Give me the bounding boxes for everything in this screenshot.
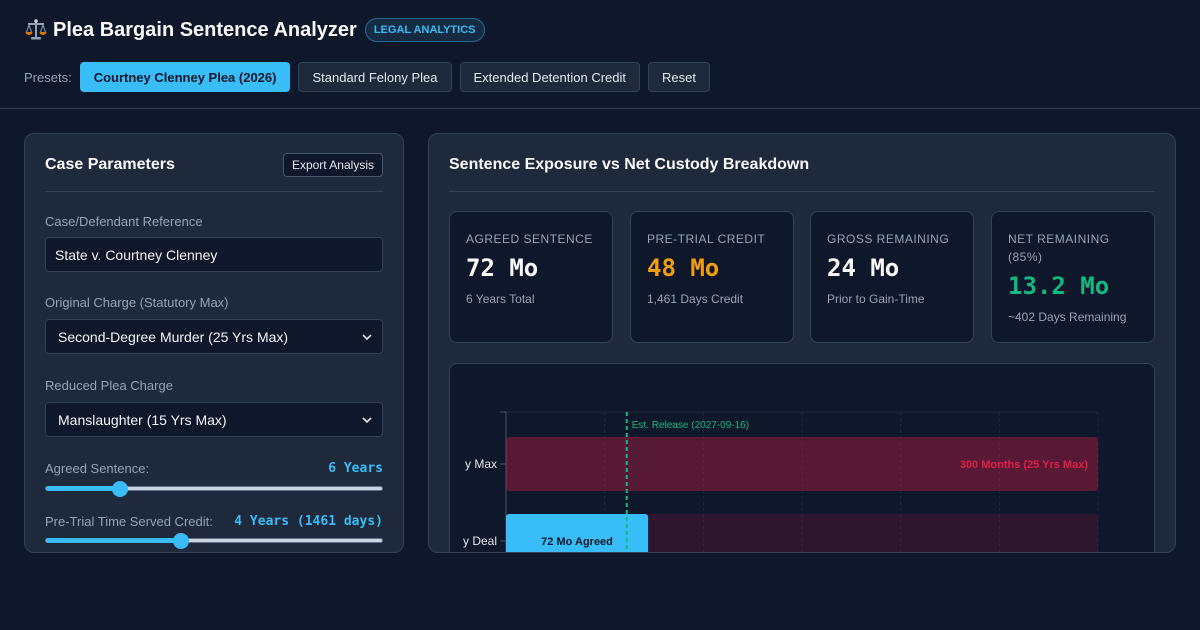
stat-sub: 1,461 Days Credit [647, 292, 744, 306]
stat-sub: 6 Years Total [466, 292, 535, 306]
app-title: Plea Bargain Sentence Analyzer [53, 18, 357, 41]
agreed-sentence-label: Agreed Sentence: [45, 461, 150, 476]
title-row: Plea Bargain Sentence Analyzer LEGAL ANA… [24, 18, 485, 42]
original-charge-value: Second-Degree Murder (25 Yrs Max) [58, 328, 289, 345]
credit-value: 4 Years (1461 days) [234, 514, 383, 529]
case-parameters-title: Case Parameters [45, 156, 175, 173]
agreed-sentence-thumb[interactable] [112, 481, 129, 497]
agreed-sentence-fill [46, 486, 121, 491]
stat-label: NET REMAINING (85%) [1008, 232, 1110, 264]
bar-statutory-max [506, 437, 1098, 491]
breakdown-header: Sentence Exposure vs Net Custody Breakdo… [449, 156, 1155, 192]
stat-label: AGREED SENTENCE [466, 232, 593, 246]
reduced-charge-label: Reduced Plea Charge [45, 378, 173, 393]
preset-clenney-button[interactable]: Courtney Clenney Plea (2026) [79, 62, 291, 92]
case-parameters-header: Case Parameters Export Analysis [45, 153, 383, 192]
stat-value: 48 Mo [647, 254, 720, 282]
y-tick-label: y Max [465, 457, 497, 471]
agreed-sentence-slider[interactable] [45, 481, 383, 497]
reference-input[interactable]: State v. Courtney Clenney [45, 237, 383, 272]
chevron-down-icon [362, 334, 372, 341]
stat-value: 24 Mo [827, 254, 900, 282]
release-marker-label: Est. Release (2027-09-16) [632, 420, 749, 431]
reduced-charge-select[interactable]: Manslaughter (15 Yrs Max) [45, 402, 383, 437]
chevron-down-icon [362, 417, 372, 424]
original-charge-label: Original Charge (Statutory Max) [45, 295, 229, 310]
presets-row: Presets: Courtney Clenney Plea (2026) St… [24, 62, 718, 92]
legal-analytics-badge: LEGAL ANALYTICS [364, 18, 485, 42]
preset-extended-detention-button[interactable]: Extended Detention Credit [459, 62, 640, 92]
pretrial-credit-card: PRE-TRIAL CREDIT 48 Mo 1,461 Days Credit [630, 211, 794, 343]
agreed-sentence-value: 6 Years [328, 461, 383, 476]
stat-sub: ~402 Days Remaining [1008, 310, 1127, 324]
stat-value: 72 Mo [466, 254, 539, 282]
credit-slider[interactable] [45, 533, 383, 549]
presets-label: Presets: [24, 69, 72, 85]
gross-remaining-card: GROSS REMAINING 24 Mo Prior to Gain-Time [810, 211, 974, 343]
net-remaining-card: NET REMAINING (85%) 13.2 Mo ~402 Days Re… [991, 211, 1155, 343]
stat-sub: Prior to Gain-Time [827, 292, 925, 306]
stat-label: GROSS REMAINING [827, 232, 950, 246]
stat-value: 13.2 Mo [1008, 272, 1110, 300]
credit-thumb[interactable] [173, 533, 190, 549]
credit-fill [46, 538, 182, 543]
preset-standard-felony-button[interactable]: Standard Felony Plea [298, 62, 452, 92]
scales-icon [25, 19, 47, 40]
y-tick-label: y Deal [463, 534, 497, 548]
stat-label: PRE-TRIAL CREDIT [647, 232, 766, 246]
reset-button[interactable]: Reset [648, 62, 710, 92]
breakdown-title: Sentence Exposure vs Net Custody Breakdo… [449, 156, 810, 173]
case-parameters-panel: Case Parameters Export Analysis Case/Def… [24, 133, 404, 553]
breakdown-panel: Sentence Exposure vs Net Custody Breakdo… [428, 133, 1176, 553]
bar-data-label: 72 Mo Agreed [541, 536, 613, 548]
reduced-charge-value: Manslaughter (15 Yrs Max) [58, 411, 227, 428]
app-header: Plea Bargain Sentence Analyzer LEGAL ANA… [0, 0, 1200, 109]
exposure-chart-svg: 300 Months (25 Yrs Max) y Max 72 Mo Agreed… [463, 411, 1099, 552]
reference-label: Case/Defendant Reference [45, 214, 203, 229]
credit-label: Pre-Trial Time Served Credit: [45, 514, 213, 529]
original-charge-select[interactable]: Second-Degree Murder (25 Yrs Max) [45, 319, 383, 354]
exposure-chart: 300 Months (25 Yrs Max) y Max 72 Mo Agreed… [449, 363, 1155, 552]
agreed-sentence-card: AGREED SENTENCE 72 Mo 6 Years Total [449, 211, 613, 343]
max-exposure-background [506, 514, 1098, 552]
export-analysis-button[interactable]: Export Analysis [282, 153, 383, 177]
bar-plea-deal [506, 514, 649, 552]
bar-data-label: 300 Months (25 Yrs Max) [960, 459, 1089, 471]
